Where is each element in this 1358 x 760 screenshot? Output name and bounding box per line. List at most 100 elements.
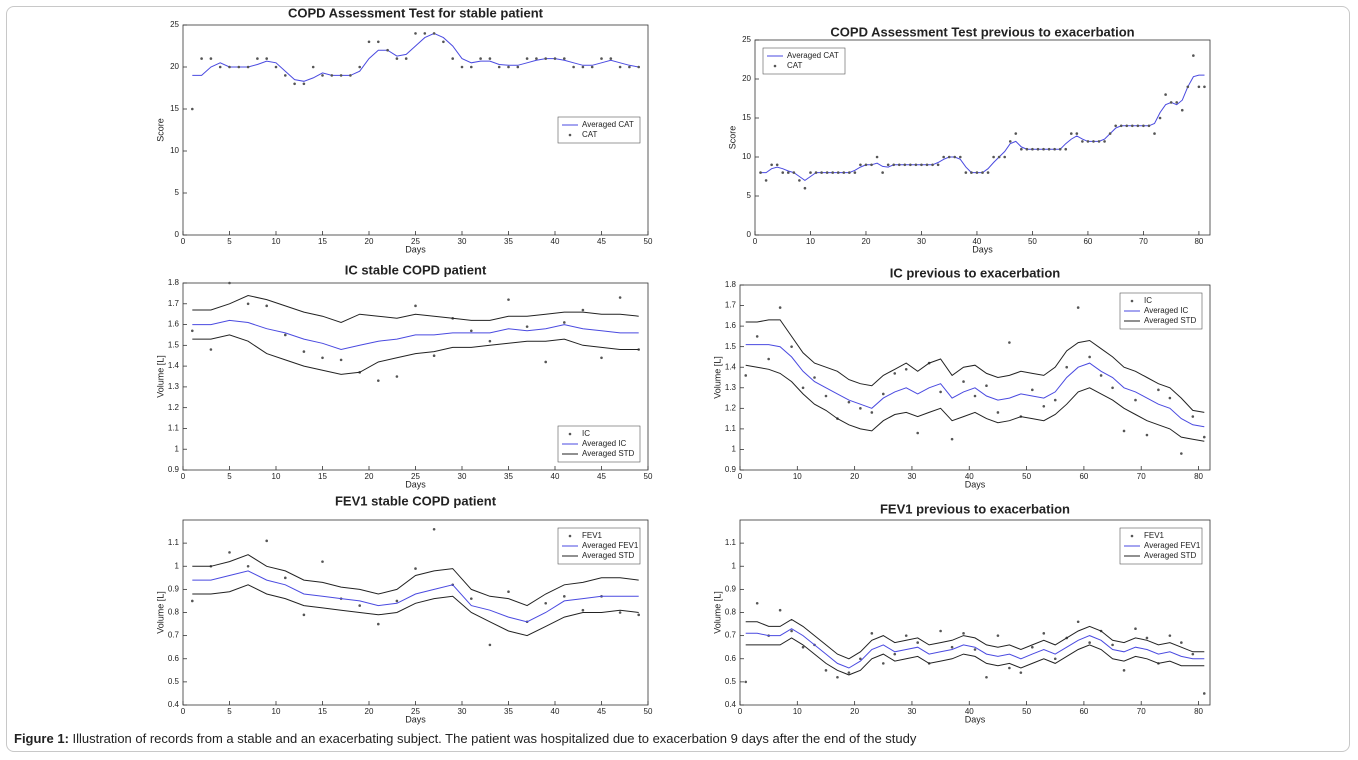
x-tick-label: 20 [365,707,374,716]
data-point [973,648,977,651]
data-point [1157,388,1160,392]
data-point [581,65,585,69]
legend-label: Averaged CAT [787,51,839,60]
data-point [1147,124,1151,128]
data-point [1019,671,1023,674]
data-point [618,65,622,69]
data-point [931,163,934,167]
data-point [563,57,566,60]
series-line [745,344,1205,428]
data-point [228,281,231,285]
x-tick-label: 10 [793,707,802,716]
data-point [525,57,529,60]
data-point [848,171,851,174]
legend-label: FEV1 [1144,531,1165,540]
data-point [1064,147,1068,151]
x-tick-label: 0 [181,237,186,246]
data-point [775,163,779,167]
data-point [970,171,973,174]
data-point [1025,147,1029,151]
y-tick-label: 10 [742,152,751,161]
data-point [831,171,834,174]
y-tick-label: 0.5 [725,677,737,686]
legend-marker [1130,299,1134,303]
y-tick-label: 1.8 [168,278,180,287]
data-point [228,551,231,554]
std-lower-line [192,334,639,375]
y-tick-label: 0.6 [168,654,180,663]
data-point [358,604,362,607]
data-point [284,333,287,337]
data-point [847,400,851,404]
data-point [947,155,951,159]
data-point [781,171,785,174]
data-point [256,57,259,60]
x-tick-label: 50 [644,237,653,246]
caption: Figure 1: Illustration of records from a… [14,731,916,746]
data-point [1081,140,1084,143]
data-point [973,394,977,398]
data-point [311,65,315,69]
y-tick-label: 1.3 [725,383,737,392]
data-point [618,296,622,299]
legend-label: Averaged FEV1 [1144,541,1201,550]
y-tick-label: 25 [170,20,179,29]
data-point [488,57,492,60]
data-point [525,325,529,328]
chart-title: FEV1 stable COPD patient [335,493,497,508]
data-point [950,645,954,649]
data-point [1036,147,1040,151]
data-point [859,163,862,167]
data-point [790,345,793,348]
legend-label: Averaged CAT [582,120,634,129]
x-tick-label: 30 [458,237,467,246]
y-tick-label: 1.4 [168,361,180,370]
data-point [1136,124,1140,128]
x-axis-label: Days [965,714,986,724]
legend-marker [1130,534,1134,538]
data-point [1053,657,1057,661]
x-tick-label: 0 [738,707,743,716]
data-point [609,57,613,60]
data-point [893,652,897,656]
data-point [836,171,840,174]
data-point [996,634,1000,637]
data-point [1042,632,1046,635]
data-point [321,356,324,360]
data-point [1053,147,1056,151]
y-axis-label: Score [727,126,737,150]
x-axis-label: Days [965,479,986,489]
data-point [1145,636,1149,640]
data-point [1158,116,1162,120]
y-tick-label: 0.5 [168,677,180,686]
data-point [985,384,988,388]
x-tick-label: 15 [318,237,327,246]
chart-title: COPD Assessment Test for stable patient [288,5,544,20]
x-tick-label: 45 [597,707,606,716]
x-tick-label: 60 [1083,237,1092,246]
data-point [377,40,380,44]
data-point [470,597,473,600]
data-point [1192,54,1195,57]
data-point [1092,140,1095,143]
data-point [962,380,965,383]
legend-label: IC [582,429,590,438]
data-point [358,65,362,69]
legend-label: Averaged IC [1144,306,1189,315]
data-point [237,65,241,69]
data-point [870,411,874,414]
y-axis-label: Volume [L] [155,355,165,398]
data-point [764,179,768,182]
data-point [914,163,918,167]
y-tick-label: 0.9 [168,465,180,474]
data-point [1014,132,1018,135]
y-axis-label: Volume [L] [712,591,722,634]
data-point [191,329,194,333]
x-tick-label: 40 [551,707,560,716]
data-point [959,155,962,159]
data-point [404,57,408,60]
y-tick-label: 0.6 [725,654,737,663]
x-tick-label: 25 [411,707,420,716]
x-tick-label: 50 [1022,472,1031,481]
x-tick-label: 50 [644,472,653,481]
